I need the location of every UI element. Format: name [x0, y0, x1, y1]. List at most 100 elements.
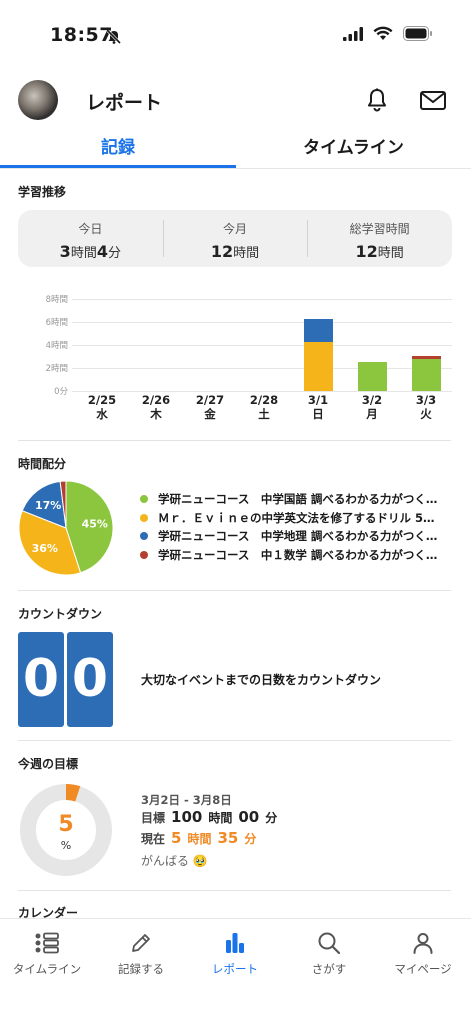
x-tick-label: 3/3 — [415, 393, 437, 407]
x-tick-label: 2/28 — [249, 393, 279, 407]
legend-item: 学研ニューコース 中１数学 調べるわかる力がつく… — [140, 546, 450, 565]
section-title-weekly-goal: 今週の目標 — [18, 757, 79, 771]
bell-icon[interactable] — [366, 88, 388, 112]
stat-total: 総学習時間 12時間 — [307, 210, 452, 267]
avatar[interactable] — [18, 80, 58, 120]
nav-item-search[interactable]: さがす — [282, 930, 376, 977]
timeline-icon — [0, 930, 94, 956]
chart-gridline — [72, 391, 452, 392]
person-icon — [376, 930, 470, 956]
countdown-text[interactable]: 大切なイベントまでの日数をカウントダウン — [141, 673, 382, 687]
section-title-calendar: カレンダー — [18, 906, 79, 920]
legend-dot — [140, 550, 148, 559]
pie-slice — [65, 480, 114, 574]
nav-item-mypage[interactable]: マイページ — [376, 930, 470, 977]
pie-slice — [21, 480, 67, 529]
goal-target-label: 目標 — [141, 811, 166, 825]
bar-segment — [303, 341, 333, 391]
stat-value: 3時間4分 — [59, 242, 121, 261]
goal-current-label: 現在 — [141, 832, 166, 846]
x-day-label: 日 — [312, 407, 324, 421]
legend-label: Ｍｒ．Ｅｖｉｎｅの中学英文法を修了するドリル 5… — [158, 510, 435, 525]
hour-unit: 時間 — [208, 811, 233, 825]
section-title-countdown: カウントダウン — [18, 607, 103, 621]
bar-segment — [357, 362, 387, 391]
chart-gridline — [72, 299, 452, 300]
stat-label: 総学習時間 — [349, 222, 410, 236]
legend-label: 学研ニューコース 中学地理 調べるわかる力がつく… — [158, 529, 438, 544]
search-icon — [282, 930, 376, 956]
goal-target-line: 目標 100 時間 00 分 — [141, 808, 277, 826]
minute-unit: 分 — [265, 811, 278, 825]
countdown-digit: 0 — [18, 632, 64, 727]
legend-item: 学研ニューコース 中学地理 調べるわかる力がつく… — [140, 527, 450, 546]
y-tick-label: 8時間 — [45, 295, 68, 305]
active-tab-indicator — [0, 165, 236, 168]
x-day-label: 土 — [258, 407, 270, 421]
status-time: 18:57 — [50, 24, 113, 46]
section-title-study-trend: 学習推移 — [18, 185, 67, 199]
signal-icon — [343, 26, 363, 41]
stat-label: 今月 — [223, 222, 248, 236]
nav-label: さがす — [311, 962, 347, 976]
y-tick-label: 4時間 — [45, 341, 68, 351]
bar-chart-icon — [188, 930, 282, 956]
stat-label: 今日 — [78, 222, 103, 236]
x-tick-label: 2/27 — [195, 393, 225, 407]
x-day-label: 火 — [420, 407, 432, 421]
tab-divider — [0, 168, 471, 169]
x-day-label: 水 — [96, 407, 108, 421]
goal-ring-progress — [65, 784, 81, 802]
tab-bar: 記録 タイムライン — [0, 128, 471, 170]
nav-item-record[interactable]: 記録する — [94, 930, 188, 977]
legend-dot — [140, 495, 148, 504]
divider — [18, 890, 451, 891]
stat-month: 今月 12時間 — [162, 210, 308, 267]
legend-item: 学研ニューコース 中学国語 調べるわかる力がつく… — [140, 490, 450, 509]
bar-segment — [411, 358, 441, 391]
nav-label: レポート — [212, 962, 258, 976]
nav-label: マイページ — [394, 962, 452, 976]
countdown-digit: 0 — [67, 632, 113, 727]
goal-period: 3月2日 - 3月8日 — [141, 793, 232, 807]
goal-cheer-text: がんばる 🥹 — [141, 854, 208, 868]
goal-percent-sign: % — [60, 839, 72, 852]
legend-dot — [140, 532, 148, 541]
legend-dot — [140, 513, 148, 522]
legend-label: 学研ニューコース 中１数学 調べるわかる力がつく… — [158, 547, 438, 562]
tab-timeline[interactable]: タイムライン — [303, 138, 404, 158]
divider — [18, 590, 451, 591]
chart-gridline — [72, 368, 452, 369]
y-tick-label: 6時間 — [45, 318, 68, 328]
pie-slice-label: 45% — [82, 517, 108, 530]
goal-percent-value: 5 — [58, 812, 74, 837]
nav-label: タイムライン — [12, 962, 82, 976]
stat-value: 12時間 — [210, 242, 260, 261]
stat-today: 今日 3時間4分 — [18, 210, 163, 267]
bar-segment — [411, 355, 441, 359]
tab-record[interactable]: 記録 — [101, 138, 135, 158]
pie-slice — [18, 510, 82, 576]
goal-progress-ring — [20, 784, 112, 876]
stats-card: 今日 3時間4分 今月 12時間 総学習時間 12時間 — [18, 210, 452, 267]
battery-icon — [403, 26, 432, 41]
mail-icon[interactable] — [420, 91, 446, 110]
divider — [18, 740, 451, 741]
pie-slice-label: 36% — [32, 542, 58, 555]
x-day-label: 木 — [150, 407, 162, 421]
legend-label: 学研ニューコース 中学国語 調べるわかる力がつく… — [158, 492, 438, 507]
nav-item-timeline[interactable]: タイムライン — [0, 930, 94, 977]
bottom-nav-divider — [0, 918, 471, 919]
goal-target-hours: 100 — [171, 808, 203, 826]
nav-item-report[interactable]: レポート — [188, 930, 282, 977]
time-distribution-pie-chart: 45% 36% 17% — [18, 480, 114, 576]
divider — [18, 440, 451, 441]
bell-slash-icon — [106, 29, 122, 45]
goal-target-minutes: 00 — [238, 808, 260, 826]
x-tick-label: 3/1 — [307, 393, 329, 407]
hour-unit: 時間 — [187, 832, 212, 846]
legend-item: Ｍｒ．Ｅｖｉｎｅの中学英文法を修了するドリル 5… — [140, 509, 450, 528]
bar-segment — [303, 318, 333, 342]
goal-current-line: 現在 5 時間 35 分 — [141, 829, 256, 847]
goal-current-hours: 5 — [171, 829, 182, 847]
